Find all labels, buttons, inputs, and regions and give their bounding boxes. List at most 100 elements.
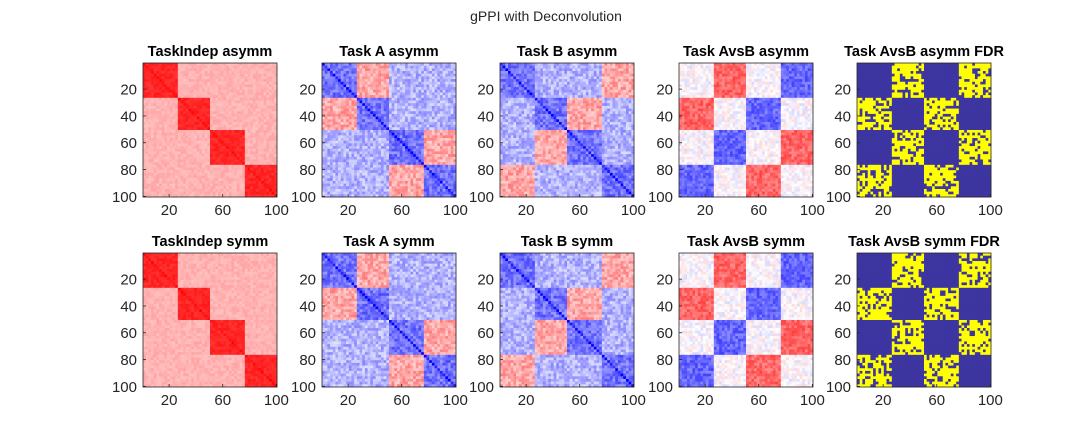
heatmap-cell [162, 119, 165, 122]
heatmap-cell [343, 98, 346, 101]
heatmap-cell [373, 176, 376, 179]
heatmap-cell [189, 92, 192, 95]
heatmap-cell [186, 119, 189, 122]
heatmap-cell [210, 162, 213, 165]
heatmap-cell [148, 168, 151, 171]
heatmap-cell [416, 109, 419, 112]
heatmap-cell [164, 117, 167, 120]
heatmap-cell [362, 189, 365, 192]
heatmap-cell [416, 98, 419, 101]
heatmap-cell [451, 109, 454, 112]
heatmap-cell [327, 82, 330, 85]
heatmap-cell [223, 82, 226, 85]
heatmap-cell [381, 192, 384, 195]
heatmap-cell [237, 149, 240, 152]
heatmap-cell [405, 189, 408, 192]
heatmap-cell [343, 82, 346, 85]
heatmap-cell [191, 173, 194, 176]
heatmap-cell [242, 101, 245, 104]
heatmap-cell [322, 92, 325, 95]
heatmap-cells [143, 63, 277, 197]
heatmap-cell [194, 114, 197, 117]
heatmap-cell [330, 135, 333, 138]
heatmap-cell [376, 109, 379, 112]
heatmap-cell [159, 82, 162, 85]
heatmap-cell [234, 82, 237, 85]
heatmap-cell [186, 141, 189, 144]
heatmap-cell [394, 189, 397, 192]
heatmap-cell [148, 178, 151, 181]
heatmap-cell [437, 165, 440, 168]
heatmap-cell [269, 178, 272, 181]
heatmap-cell [178, 101, 181, 104]
heatmap-cell [151, 130, 154, 133]
heatmap-cell [341, 71, 344, 74]
heatmap-cell [397, 63, 400, 66]
heatmap-cell [162, 71, 165, 74]
heatmap-cell [432, 176, 435, 179]
heatmap-cell [451, 74, 454, 77]
heatmap-cell [215, 98, 218, 101]
heatmap-cell [432, 192, 435, 195]
heatmap-cell [351, 87, 354, 90]
heatmap-cell [343, 76, 346, 79]
heatmap-cell [189, 184, 192, 187]
heatmap-cell [394, 119, 397, 122]
heatmap-cell [205, 181, 208, 184]
heatmap-cell [148, 114, 151, 117]
heatmap-cell [229, 79, 232, 82]
heatmap-cell [418, 63, 421, 66]
heatmap-cell [162, 122, 165, 125]
heatmap-cell [189, 111, 192, 114]
heatmap-cell [440, 71, 443, 74]
heatmap-cell [335, 111, 338, 114]
heatmap-cell [330, 127, 333, 130]
heatmap-cell [172, 74, 175, 77]
heatmap-cell [330, 122, 333, 125]
heatmap-cell [231, 165, 234, 168]
heatmap-cell [272, 71, 275, 74]
heatmap-cell [191, 122, 194, 125]
heatmap-cell [258, 103, 261, 106]
heatmap-cell [148, 74, 151, 77]
heatmap-cell [191, 192, 194, 195]
heatmap-cell [424, 176, 427, 179]
heatmap-cell [143, 135, 146, 138]
heatmap-cell [181, 87, 184, 90]
heatmap-cell [429, 162, 432, 165]
heatmap-cell [448, 173, 451, 176]
heatmap-cell [205, 192, 208, 195]
heatmap-cell [202, 162, 205, 165]
heatmap-cell [223, 157, 226, 160]
heatmap-cell [221, 119, 224, 122]
heatmap-cell [248, 74, 251, 77]
heatmap-panel-2: Task A asymm204060801002060100 [291, 44, 468, 219]
heatmap-cell [143, 84, 146, 87]
heatmap-cell [210, 90, 213, 93]
heatmap-cell [258, 170, 261, 173]
heatmap-cell [148, 165, 151, 168]
heatmap-cell [333, 157, 336, 160]
heatmap-cell [451, 157, 454, 160]
heatmap-cell [164, 103, 167, 106]
heatmap-cell [333, 159, 336, 162]
heatmap-cell [338, 66, 341, 69]
heatmap-cell [239, 130, 242, 133]
heatmap-cell [351, 181, 354, 184]
heatmap-cell [159, 66, 162, 69]
heatmap-cell [250, 82, 253, 85]
heatmap-cell [231, 84, 234, 87]
heatmap-cell [242, 87, 245, 90]
heatmap-cell [266, 135, 269, 138]
heatmap-cell [362, 119, 365, 122]
heatmap-cell [368, 186, 371, 189]
heatmap-cell [186, 133, 189, 136]
heatmap-cell [381, 159, 384, 162]
heatmap-cell [156, 103, 159, 106]
heatmap-cell [368, 79, 371, 82]
heatmap-cell [191, 154, 194, 157]
heatmap-cell [373, 146, 376, 149]
heatmap-cell [402, 149, 405, 152]
heatmap-cell [221, 149, 224, 152]
heatmap-cell [362, 95, 365, 98]
